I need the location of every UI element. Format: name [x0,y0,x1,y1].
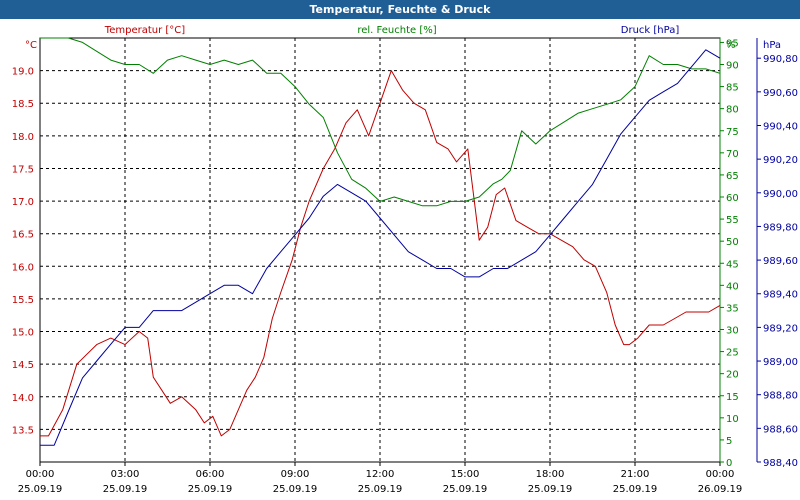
x-tick-time: 00:00 [26,469,55,480]
pressure-tick-label: 989,00 [763,357,798,368]
temperature-tick-label: 15.0 [12,328,34,339]
temperature-tick-label: 15.5 [12,295,34,306]
humidity-tick-label: 35 [726,303,739,314]
x-tick-date: 25.09.19 [273,484,318,495]
x-tick-time: 21:00 [621,469,650,480]
x-tick-time: 00:00 [706,469,735,480]
temperature-unit-label: °C [25,40,37,51]
x-tick-date: 25.09.19 [103,484,148,495]
temperature-tick-label: 14.0 [12,393,34,404]
series-lines [40,37,721,446]
x-tick-time: 06:00 [196,469,225,480]
humidity-tick-label: 75 [726,127,739,138]
pressure-tick-label: 990,20 [763,155,798,166]
pressure-unit-label: hPa [763,40,781,51]
pressure-tick-label: 990,00 [763,189,798,200]
pressure-axis-title: Druck [hPa] [621,25,680,36]
x-tick-date: 25.09.19 [18,484,63,495]
temperature-tick-label: 19.0 [12,67,34,78]
x-tick-time: 12:00 [366,469,395,480]
pressure-tick-label: 989,40 [763,290,798,301]
pressure-tick-label: 990,40 [763,121,798,132]
temperature-tick-label: 17.0 [12,197,34,208]
x-tick-time: 09:00 [281,469,310,480]
temperature-series-line [40,70,721,437]
pressure-tick-label: 988,80 [763,391,798,402]
humidity-tick-label: 60 [726,193,739,204]
temperature-tick-label: 17.5 [12,164,34,175]
humidity-tick-label: 85 [726,83,739,94]
x-tick-time: 15:00 [451,469,480,480]
grid [40,38,720,462]
humidity-tick-label: 5 [726,436,732,447]
pressure-tick-label: 990,60 [763,88,798,99]
x-tick-date: 25.09.19 [613,484,658,495]
temperature-tick-label: 14.5 [12,360,34,371]
x-tick-date: 25.09.19 [528,484,573,495]
humidity-tick-label: 10 [726,414,739,425]
pressure-series-line [40,49,721,446]
pressure-tick-label: 988,60 [763,424,798,435]
temperature-tick-label: 18.5 [12,99,34,110]
humidity-tick-label: 20 [726,370,739,381]
humidity-tick-label: 55 [726,215,739,226]
pressure-tick-label: 989,20 [763,323,798,334]
x-tick-date: 25.09.19 [443,484,488,495]
humidity-tick-label: 90 [726,61,739,72]
humidity-tick-label: 0 [726,458,732,469]
chart-title: Temperatur, Feuchte & Druck [0,0,800,19]
pressure-tick-label: 989,80 [763,222,798,233]
humidity-tick-label: 80 [726,105,739,116]
humidity-tick-label: 95 [726,38,739,49]
temperature-tick-label: 18.0 [12,132,34,143]
humidity-tick-label: 70 [726,149,739,160]
x-tick-date: 26.09.19 [698,484,743,495]
temperature-tick-label: 16.0 [12,262,34,273]
x-tick-date: 25.09.19 [188,484,233,495]
humidity-tick-label: 50 [726,237,739,248]
x-tick-date: 25.09.19 [358,484,403,495]
axes [39,37,761,466]
humidity-tick-label: 45 [726,259,739,270]
temperature-tick-label: 16.5 [12,230,34,241]
humidity-tick-label: 30 [726,326,739,337]
humidity-tick-label: 65 [726,171,739,182]
pressure-tick-label: 989,60 [763,256,798,267]
pressure-tick-label: 990,80 [763,54,798,65]
x-tick-time: 18:00 [536,469,565,480]
x-tick-time: 03:00 [111,469,140,480]
temperature-axis-title: Temperatur [°C] [104,25,185,36]
temperature-tick-label: 13.5 [12,425,34,436]
humidity-tick-label: 15 [726,392,739,403]
humidity-axis-title: rel. Feuchte [%] [357,25,436,36]
humidity-tick-label: 25 [726,348,739,359]
humidity-tick-label: 40 [726,281,739,292]
axis-labels: 00:00 25.09.19 03:00 25.09.19 06:00 25.09.19 0… [12,25,798,495]
pressure-tick-label: 988,40 [763,458,798,469]
humidity-unit-label: % [726,40,736,51]
humidity-series-line [40,37,721,207]
